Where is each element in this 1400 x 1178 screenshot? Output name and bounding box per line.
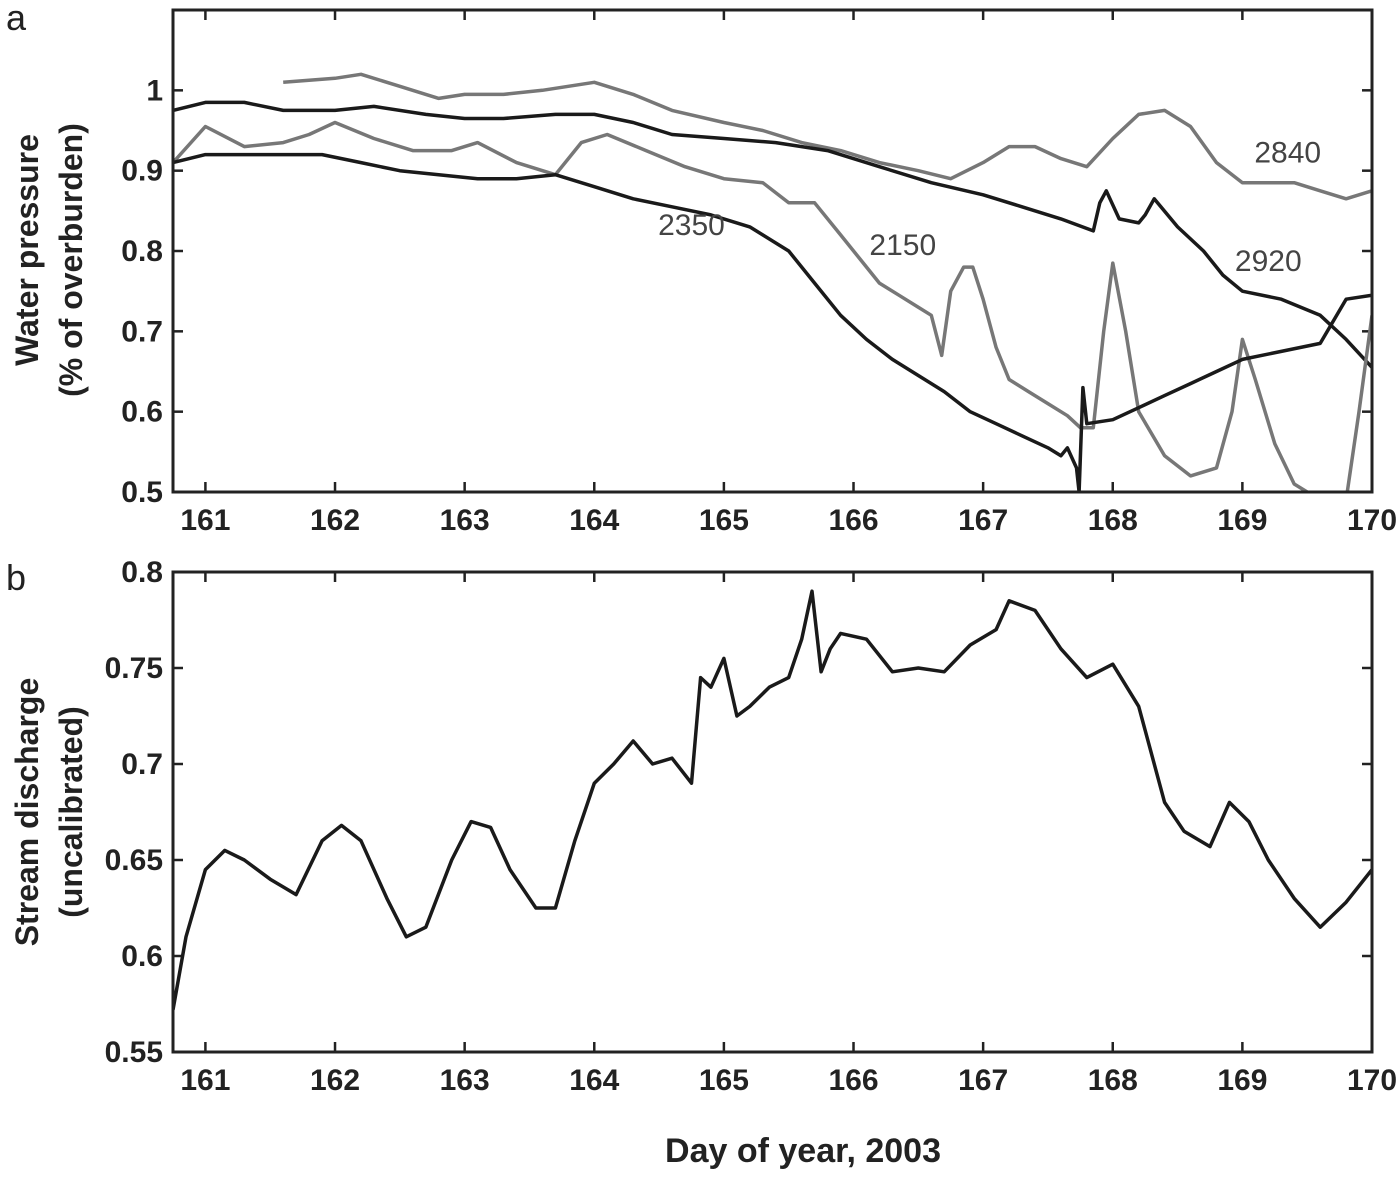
panel-a-y-axis-title-line-1: Water pressure bbox=[9, 134, 45, 366]
panel-a-series-2150-line bbox=[173, 120, 1372, 492]
panel-a-series-label-2150: 2150 bbox=[869, 229, 936, 262]
panel-b-x-tick-label: 161 bbox=[180, 1064, 230, 1097]
panel-b-x-tick-label: 165 bbox=[699, 1064, 749, 1097]
panel-a-series-label-2920: 2920 bbox=[1235, 245, 1302, 278]
panel-b-y-tick-label: 0.75 bbox=[105, 652, 163, 685]
panel-a-x-tick-label: 162 bbox=[310, 504, 360, 537]
panel-b-y-tick-label: 0.7 bbox=[121, 748, 163, 781]
panel-a-x-tick-label: 166 bbox=[828, 504, 878, 537]
panel-a-x-tick-label: 170 bbox=[1347, 504, 1397, 537]
panel-a-x-tick-label: 169 bbox=[1217, 504, 1267, 537]
panel-a-y-tick-label: 1 bbox=[146, 74, 163, 107]
panel-a-y-tick-label: 0.8 bbox=[121, 235, 163, 268]
panel-a-ticks: 161 162 163 164 165 166 167 168 169 170 0.5 0.6 0.7 0… bbox=[121, 10, 1397, 537]
panel-a-y-axis-title: Water pressure (% of overburden) bbox=[9, 123, 89, 397]
panel-a-x-tick-label: 164 bbox=[569, 504, 619, 537]
panel-a-x-tick-label: 161 bbox=[180, 504, 230, 537]
panel-a-series bbox=[173, 72, 1372, 492]
panel-a-annotations: 2840 2350 2150 2920 bbox=[658, 137, 1321, 278]
panel-b-x-tick-label: 166 bbox=[828, 1064, 878, 1097]
panel-a-letter: a bbox=[6, 0, 27, 38]
panel-a-y-tick-label: 0.5 bbox=[121, 476, 163, 509]
panel-b-x-tick-label: 162 bbox=[310, 1064, 360, 1097]
panel-a: a Water pressure (% of overburden) 161 16… bbox=[6, 0, 1397, 537]
panel-b-y-tick-label: 0.55 bbox=[105, 1036, 163, 1069]
panel-b-x-tick-label: 169 bbox=[1217, 1064, 1267, 1097]
panel-a-series-2840-line bbox=[283, 72, 1372, 201]
panel-b-plot-frame bbox=[171, 570, 1374, 1054]
panel-b: b Stream discharge (uncalibrated) 161 162… bbox=[6, 556, 1397, 1170]
panel-b-y-tick-label: 0.8 bbox=[121, 556, 163, 589]
panel-a-plot-frame bbox=[171, 8, 1374, 494]
panel-b-x-tick-label: 164 bbox=[569, 1064, 619, 1097]
panel-a-series-label-2350: 2350 bbox=[658, 209, 725, 242]
panel-b-x-tick-label: 167 bbox=[958, 1064, 1008, 1097]
panel-b-ticks: 161 162 163 164 165 166 167 168 169 170 0.55 0.6 0.6… bbox=[105, 556, 1397, 1097]
panel-b-x-tick-label: 170 bbox=[1347, 1064, 1397, 1097]
panel-b-series-line bbox=[173, 589, 1372, 1011]
panel-b-y-tick-label: 0.65 bbox=[105, 844, 163, 877]
panel-b-y-tick-label: 0.6 bbox=[121, 940, 163, 973]
panel-a-y-axis-title-line-2: (% of overburden) bbox=[53, 123, 89, 397]
panel-a-y-tick-label: 0.6 bbox=[121, 396, 163, 429]
panel-b-x-tick-label: 163 bbox=[440, 1064, 490, 1097]
panel-b-series bbox=[173, 589, 1372, 1011]
panel-a-x-tick-label: 168 bbox=[1088, 504, 1138, 537]
panel-b-y-axis-title: Stream discharge (uncalibrated) bbox=[9, 678, 89, 947]
panel-b-letter: b bbox=[6, 557, 26, 598]
panel-a-x-tick-label: 167 bbox=[958, 504, 1008, 537]
panel-b-y-axis-title-line-1: Stream discharge bbox=[9, 678, 45, 947]
panel-a-x-tick-label: 165 bbox=[699, 504, 749, 537]
panel-a-y-tick-label: 0.9 bbox=[121, 155, 163, 188]
x-axis-title: Day of year, 2003 bbox=[665, 1132, 941, 1170]
panel-a-series-2920-line bbox=[173, 100, 1372, 369]
panel-b-x-tick-label: 168 bbox=[1088, 1064, 1138, 1097]
panel-a-series-2350-line bbox=[173, 152, 1372, 492]
panel-a-series-label-2840: 2840 bbox=[1254, 137, 1321, 170]
panel-b-y-axis-title-line-2: (uncalibrated) bbox=[53, 706, 89, 918]
panel-a-x-tick-label: 163 bbox=[440, 504, 490, 537]
panel-a-y-tick-label: 0.7 bbox=[121, 315, 163, 348]
